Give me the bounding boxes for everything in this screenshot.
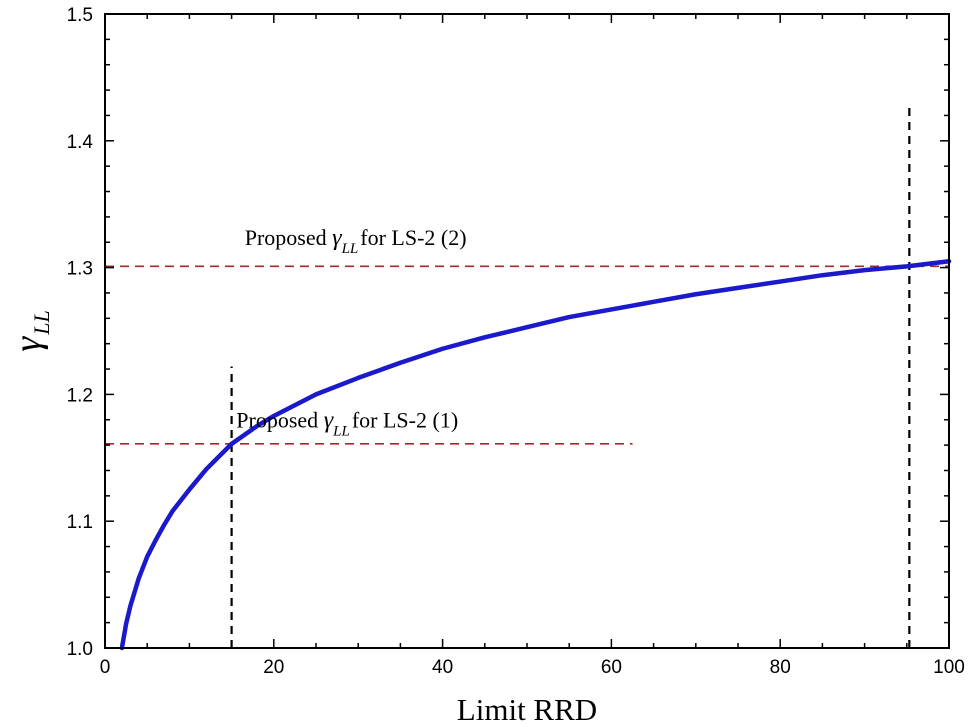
x-tick-label: 20 xyxy=(263,657,284,678)
y-tick-label: 1.5 xyxy=(67,5,93,26)
annotation-symbol: γ xyxy=(324,407,334,433)
y-tick-label: 1.2 xyxy=(67,385,93,406)
annotation-symbol: γ xyxy=(332,225,342,251)
annotation-suffix: for LS-2 (1) xyxy=(352,407,458,432)
y-tick-label: 1.4 xyxy=(67,132,94,153)
axis-ticks xyxy=(104,13,950,649)
series-line xyxy=(119,259,952,651)
annotation-suffix: for LS-2 (2) xyxy=(360,225,466,250)
x-tick-label: 40 xyxy=(432,657,453,678)
x-tick-label: 60 xyxy=(601,657,622,678)
annotations: Proposed γLLfor LS-2 (1)Proposed γLLfor … xyxy=(236,225,466,440)
x-tick-label: 100 xyxy=(933,657,965,678)
x-tick-label: 0 xyxy=(100,657,111,678)
y-axis-title-symbol: γ xyxy=(7,336,49,352)
plot-frame xyxy=(104,13,950,649)
annotation: Proposed γLLfor LS-2 (2) xyxy=(245,225,467,257)
y-axis-title: γLL xyxy=(7,310,54,351)
annotation-subscript: LL xyxy=(341,241,359,257)
x-tick-labels: 0 20 40 60 80 100 xyxy=(100,657,965,678)
annotation: Proposed γLLfor LS-2 (1) xyxy=(236,407,458,439)
x-axis-title: Limit RRD xyxy=(457,692,597,727)
y-axis-title-text: γLL xyxy=(7,310,54,351)
annotation-prefix: Proposed xyxy=(236,407,323,432)
x-tick-label: 80 xyxy=(770,657,791,678)
reference-lines xyxy=(105,105,949,648)
y-axis-title-subscript: LL xyxy=(29,310,54,335)
y-tick-label: 1.3 xyxy=(67,259,93,280)
y-tick-label: 1.1 xyxy=(67,512,93,533)
series-layer xyxy=(119,259,952,651)
annotation-prefix: Proposed xyxy=(245,225,332,250)
y-tick-labels: 1.0 1.1 1.2 1.3 1.4 1.5 xyxy=(67,5,94,660)
annotation-subscript: LL xyxy=(332,423,350,439)
y-tick-label: 1.0 xyxy=(67,639,93,660)
